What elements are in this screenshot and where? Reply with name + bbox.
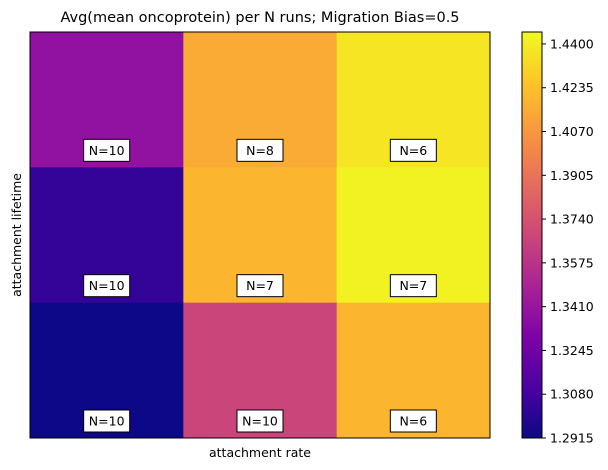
plot-frame <box>29 31 491 439</box>
colorbar-tick-label: 1.3410 <box>550 299 594 314</box>
colorbar-tick-label: 1.3575 <box>550 255 594 270</box>
count-label: N=10 <box>242 414 278 429</box>
colorbar <box>521 31 543 439</box>
count-label: N=7 <box>399 278 427 293</box>
colorbar-tick-label: 1.2915 <box>550 431 594 446</box>
colorbar-tick-label: 1.4235 <box>550 80 594 95</box>
count-label: N=7 <box>246 278 274 293</box>
colorbar-tick-label: 1.3905 <box>550 168 594 183</box>
count-label: N=6 <box>399 143 427 158</box>
colorbar-tick-label: 1.3245 <box>550 343 594 358</box>
count-label: N=6 <box>399 414 427 429</box>
chart-title: Avg(mean oncoprotein) per N runs; Migrat… <box>60 10 459 26</box>
count-label-box <box>389 409 437 433</box>
heatmap-cells <box>30 32 491 439</box>
count-label-box <box>83 138 131 162</box>
count-labels: N=10 N=8 N=6 N=10 N=7 N=7 N=10 N=10 N=6 <box>83 138 437 433</box>
colorbar-tick-label: 1.3740 <box>550 212 594 227</box>
count-label: N=8 <box>246 143 274 158</box>
colorbar-tick-label: 1.4070 <box>550 124 594 139</box>
x-axis-label: attachment rate <box>209 445 311 460</box>
count-label-box <box>83 274 131 298</box>
count-label-box <box>83 409 131 433</box>
colorbar-tick-label: 1.4400 <box>550 36 594 51</box>
colorbar-tick-label: 1.3080 <box>550 387 594 402</box>
count-label-box <box>236 274 284 298</box>
colorbar-ticks: 1.2915 1.3080 1.3245 1.3410 1.3575 1.3740 1.39… <box>542 36 594 446</box>
count-label-box <box>236 409 284 433</box>
count-label-box <box>389 274 437 298</box>
y-axis-label: attachment lifetime <box>9 173 24 297</box>
count-label: N=10 <box>89 278 125 293</box>
count-label-box <box>389 138 437 162</box>
count-label: N=10 <box>89 414 125 429</box>
count-label-box <box>236 138 284 162</box>
count-label: N=10 <box>89 143 125 158</box>
